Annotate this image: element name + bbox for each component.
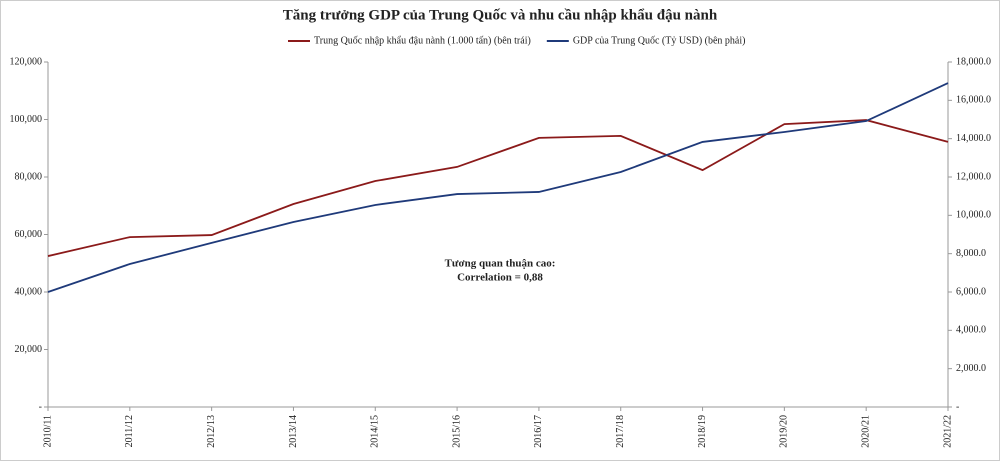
x-tick-label: 2019/20 <box>779 415 790 448</box>
legend-label: GDP của Trung Quốc (Tỷ USD) (bên phải) <box>573 35 746 46</box>
x-tick-label: 2021/22 <box>942 415 953 448</box>
y2-tick-label: 10,000.0 <box>956 210 991 221</box>
y2-tick-label: 6,000.0 <box>956 286 986 297</box>
y2-tick-label: 12,000.0 <box>956 171 991 182</box>
y2-tick-label: 4,000.0 <box>956 325 986 336</box>
x-tick-label: 2010/11 <box>42 415 53 447</box>
y2-tick-label: 8,000.0 <box>956 248 986 259</box>
x-tick-label: 2011/12 <box>124 415 135 447</box>
y2-tick-label: 2,000.0 <box>956 363 986 374</box>
x-tick-label: 2014/15 <box>370 415 381 448</box>
y-tick-label: 60,000 <box>15 229 43 240</box>
x-tick-label: 2018/19 <box>697 415 708 448</box>
x-tick-label: 2012/13 <box>206 415 217 448</box>
y2-tick-label: - <box>956 401 959 412</box>
x-tick-label: 2013/14 <box>288 415 299 448</box>
y-tick-label: 40,000 <box>15 286 43 297</box>
y-tick-label: 120,000 <box>10 56 43 67</box>
y2-tick-label: 16,000.0 <box>956 95 991 106</box>
chart-title: Tăng trưởng GDP của Trung Quốc và nhu cầ… <box>283 7 718 23</box>
legend-label: Trung Quốc nhập khẩu đậu nành (1.000 tấn… <box>314 35 531 46</box>
x-tick-label: 2016/17 <box>533 415 544 448</box>
y-tick-label: 100,000 <box>10 114 43 125</box>
series-line <box>47 119 949 257</box>
annotation: Tương quan thuận cao: <box>445 258 556 270</box>
series-line <box>47 82 949 293</box>
x-tick-label: 2017/18 <box>615 415 626 448</box>
x-tick-label: 2020/21 <box>860 415 871 448</box>
y2-tick-label: 14,000.0 <box>956 133 991 144</box>
y-tick-label: 80,000 <box>15 171 43 182</box>
x-tick-label: 2015/16 <box>451 415 462 448</box>
y-tick-label: 20,000 <box>15 344 43 355</box>
y2-tick-label: 18,000.0 <box>956 56 991 67</box>
annotation: Correlation = 0,88 <box>457 272 543 284</box>
y-tick-label: - <box>39 401 42 412</box>
